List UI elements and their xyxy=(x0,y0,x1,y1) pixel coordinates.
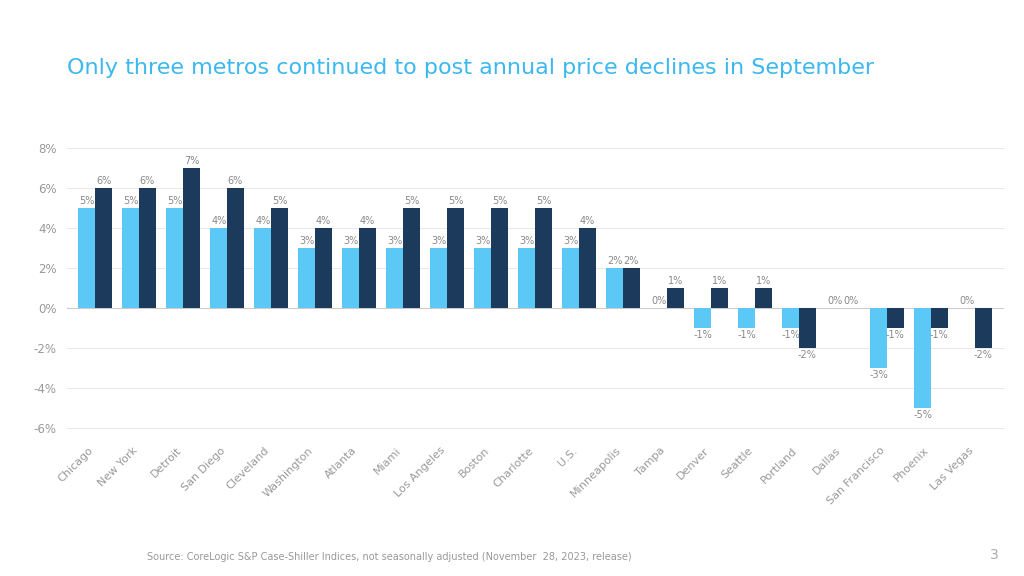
Bar xyxy=(167,208,183,308)
Bar xyxy=(738,308,755,328)
Text: 6%: 6% xyxy=(96,176,112,186)
Text: 3%: 3% xyxy=(475,236,490,246)
Text: -2%: -2% xyxy=(974,350,992,361)
Bar xyxy=(870,308,887,368)
Text: 5%: 5% xyxy=(536,196,551,206)
Text: 0%: 0% xyxy=(958,295,974,306)
Bar xyxy=(694,308,711,328)
Text: 1%: 1% xyxy=(668,275,683,286)
Text: 1%: 1% xyxy=(756,275,771,286)
Bar xyxy=(492,208,508,308)
Text: 3%: 3% xyxy=(299,236,314,246)
Text: 5%: 5% xyxy=(167,196,182,206)
Text: Only three metros continued to post annual price declines in September: Only three metros continued to post annu… xyxy=(67,58,873,78)
Bar xyxy=(359,228,376,308)
Bar xyxy=(782,308,799,328)
Bar xyxy=(518,248,536,308)
Bar xyxy=(887,308,903,328)
Bar xyxy=(667,288,684,308)
Bar xyxy=(755,288,772,308)
Text: 3%: 3% xyxy=(519,236,535,246)
Text: -1%: -1% xyxy=(930,330,948,340)
Bar xyxy=(536,208,552,308)
Bar xyxy=(606,268,623,308)
Bar xyxy=(342,248,359,308)
Bar xyxy=(914,308,931,408)
Bar xyxy=(254,228,271,308)
Text: 1%: 1% xyxy=(712,275,727,286)
Bar xyxy=(430,248,447,308)
Bar xyxy=(447,208,464,308)
Text: 6%: 6% xyxy=(228,176,243,186)
Text: 3%: 3% xyxy=(387,236,402,246)
Text: 0%: 0% xyxy=(844,295,859,306)
Text: 2%: 2% xyxy=(624,256,639,266)
Bar xyxy=(474,248,492,308)
Bar xyxy=(403,208,420,308)
Text: -1%: -1% xyxy=(781,330,800,340)
Text: 3%: 3% xyxy=(563,236,579,246)
Text: 6%: 6% xyxy=(140,176,155,186)
Bar xyxy=(210,228,227,308)
Text: 7%: 7% xyxy=(183,156,200,166)
Bar xyxy=(271,208,288,308)
Text: 5%: 5% xyxy=(123,196,138,206)
Bar xyxy=(623,268,640,308)
Text: 2%: 2% xyxy=(607,256,623,266)
Bar xyxy=(79,208,95,308)
Text: -2%: -2% xyxy=(798,350,817,361)
Text: 4%: 4% xyxy=(255,215,270,226)
Text: 3%: 3% xyxy=(343,236,358,246)
Text: 0%: 0% xyxy=(651,295,667,306)
Bar xyxy=(183,168,200,308)
Text: 3: 3 xyxy=(989,548,998,562)
Text: 0%: 0% xyxy=(827,295,842,306)
Text: -5%: -5% xyxy=(913,410,932,420)
Text: 4%: 4% xyxy=(211,215,226,226)
Text: -1%: -1% xyxy=(737,330,756,340)
Bar xyxy=(315,228,332,308)
Bar xyxy=(711,288,728,308)
Text: 4%: 4% xyxy=(580,215,595,226)
Bar xyxy=(799,308,816,348)
Text: 5%: 5% xyxy=(447,196,463,206)
Text: -3%: -3% xyxy=(869,370,888,380)
Text: 5%: 5% xyxy=(79,196,94,206)
Bar xyxy=(123,208,139,308)
Text: 5%: 5% xyxy=(492,196,507,206)
Text: -1%: -1% xyxy=(693,330,712,340)
Bar xyxy=(562,248,579,308)
Bar xyxy=(298,248,315,308)
Bar xyxy=(931,308,947,328)
Text: Source: CoreLogic S&P Case-Shiller Indices, not seasonally adjusted (November  2: Source: CoreLogic S&P Case-Shiller Indic… xyxy=(146,552,632,562)
Text: 4%: 4% xyxy=(315,215,331,226)
Text: 5%: 5% xyxy=(403,196,419,206)
Bar xyxy=(139,188,156,308)
Bar xyxy=(579,228,596,308)
Text: -1%: -1% xyxy=(886,330,904,340)
Text: 3%: 3% xyxy=(431,236,446,246)
Text: 4%: 4% xyxy=(359,215,375,226)
Bar xyxy=(975,308,991,348)
Bar xyxy=(227,188,244,308)
Bar xyxy=(95,188,112,308)
Text: 5%: 5% xyxy=(271,196,287,206)
Bar xyxy=(386,248,403,308)
